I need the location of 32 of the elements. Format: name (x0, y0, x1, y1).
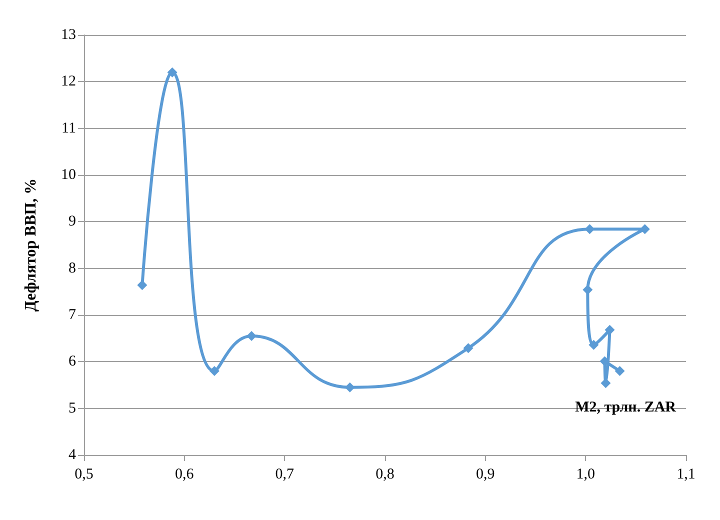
y-tick-label: 6 (68, 354, 76, 370)
x-tick-label: 0,6 (174, 466, 194, 482)
y-tick-label: 10 (61, 167, 76, 183)
y-tick-label: 8 (68, 260, 76, 276)
y-tick-label: 13 (61, 27, 76, 43)
point (588, 340, 599, 350)
x-tick-label: 0,9 (476, 466, 495, 482)
y-tick-label: 11 (62, 120, 76, 136)
point (584, 224, 595, 234)
x-axis-title: M2, трлн. ZAR (575, 400, 676, 416)
y-tick-label: 12 (61, 74, 76, 90)
point (344, 382, 355, 392)
y-tick-label: 5 (68, 400, 76, 416)
point (604, 324, 615, 335)
point (209, 366, 220, 376)
point (137, 280, 148, 290)
point (463, 343, 474, 354)
point (640, 224, 650, 234)
y-tick-label: 4 (68, 447, 76, 463)
x-tick-label: 1,1 (676, 466, 696, 482)
y-axis-title: Дефлятор ВВП, % (22, 178, 40, 312)
x-tick-label: 0,8 (376, 466, 394, 482)
y-tick-label: 9 (68, 214, 76, 230)
point (614, 366, 625, 376)
point (167, 67, 178, 78)
x-tick-label: 1,0 (576, 466, 596, 482)
point (582, 284, 593, 295)
point (246, 331, 257, 341)
x-tick-label: 0,5 (74, 466, 94, 482)
x-tick-label: 0,7 (275, 466, 295, 482)
point (600, 356, 610, 366)
y-tick-label: 7 (68, 307, 76, 323)
